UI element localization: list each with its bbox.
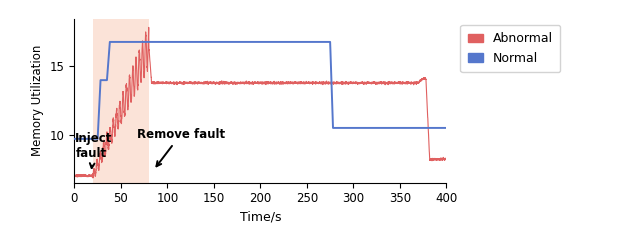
Normal	[341, 127, 348, 129]
Abnormal	[443, 157, 450, 160]
Normal	[227, 40, 234, 43]
Abnormal	[71, 173, 78, 176]
Legend: Abnormal, Normal: Abnormal, Normal	[460, 25, 560, 72]
Abnormal	[227, 82, 234, 85]
Abnormal	[89, 176, 97, 179]
Abnormal	[230, 81, 237, 84]
Normal	[106, 40, 113, 43]
Abnormal	[247, 82, 255, 84]
Normal	[230, 40, 237, 43]
Line: Abnormal: Abnormal	[74, 27, 446, 178]
Bar	[93, 19, 149, 183]
Normal	[432, 127, 439, 129]
Text: Inject
fault: Inject fault	[76, 132, 113, 168]
Abnormal	[413, 80, 420, 83]
Normal	[443, 127, 450, 129]
Line: Normal: Normal	[74, 42, 446, 139]
Abnormal	[432, 158, 439, 161]
Normal	[413, 127, 420, 129]
Abnormal	[341, 82, 348, 84]
Abnormal	[145, 26, 153, 29]
Normal	[247, 40, 255, 43]
X-axis label: Time/s: Time/s	[240, 211, 281, 224]
Text: Remove fault: Remove fault	[136, 128, 225, 166]
Y-axis label: Memory Utilization: Memory Utilization	[31, 45, 44, 156]
Normal	[71, 137, 78, 140]
